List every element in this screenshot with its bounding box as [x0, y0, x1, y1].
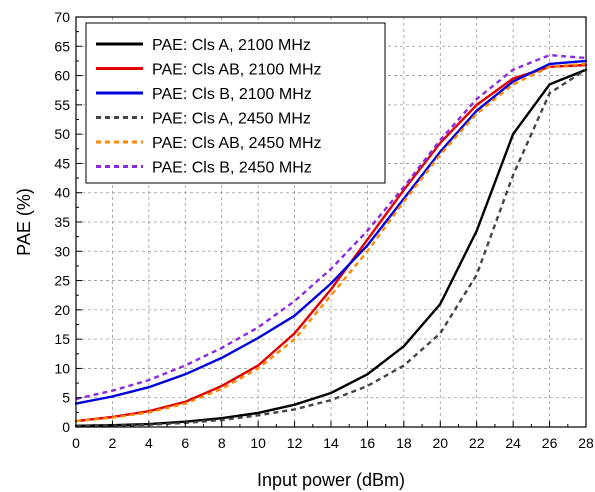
- y-tick-label: 70: [54, 9, 70, 25]
- x-tick-label: 20: [432, 435, 448, 451]
- series-line-6: [75, 53, 587, 401]
- legend-box: [85, 22, 386, 184]
- x-tick-label: 28: [578, 435, 594, 451]
- x-tick-label: 4: [145, 435, 153, 451]
- y-tick-label: 60: [54, 68, 70, 84]
- series-line-3: [74, 59, 588, 405]
- x-tick-label: 14: [323, 435, 339, 451]
- x-tick-label: 8: [218, 435, 226, 451]
- y-tick-label: 0: [62, 419, 70, 435]
- y-tick-label: 30: [54, 243, 70, 259]
- series-line-5: [75, 62, 587, 423]
- legend-label: PAE: Cls A, 2100 MHz: [152, 37, 311, 54]
- legend-label: PAE: Cls AB, 2450 MHz: [152, 135, 322, 152]
- legend-label: PAE: Cls AB, 2100 MHz: [152, 62, 322, 79]
- y-tick-label: 15: [54, 331, 70, 347]
- x-tick-label: 26: [542, 435, 558, 451]
- legend-label: PAE: Cls A, 2450 MHz: [152, 111, 311, 128]
- y-tick-label: 5: [62, 390, 70, 406]
- y-tick-label: 10: [54, 360, 70, 376]
- y-tick-label: 40: [54, 185, 70, 201]
- x-tick-label: 22: [469, 435, 485, 451]
- x-tick-label: 24: [505, 435, 521, 451]
- x-tick-label: 10: [250, 435, 266, 451]
- x-tick-label: 18: [396, 435, 412, 451]
- x-tick-label: 12: [287, 435, 303, 451]
- x-tick-label: 6: [181, 435, 189, 451]
- x-tick-label: 2: [109, 435, 117, 451]
- legend-label: PAE: Cls B, 2450 MHz: [152, 160, 312, 177]
- y-axis-title: PAE (%): [14, 188, 34, 256]
- x-tick-label: 0: [72, 435, 80, 451]
- y-tick-label: 65: [54, 38, 70, 54]
- series-line-4: [75, 68, 587, 428]
- y-tick-label: 25: [54, 273, 70, 289]
- y-tick-label: 45: [54, 155, 70, 171]
- legend-label: PAE: Cls B, 2100 MHz: [152, 86, 312, 103]
- y-tick-label: 55: [54, 97, 70, 113]
- y-tick-label: 50: [54, 126, 70, 142]
- legend: PAE: Cls A, 2100 MHz PAE: Cls AB, 2100 MH…: [85, 22, 386, 184]
- tick-labels: 0 2 4 6 8 10 12 14 16 18 20 22 24 26 28051015202530354…: [54, 9, 594, 451]
- series-line-2: [74, 63, 588, 423]
- y-tick-label: 20: [54, 302, 70, 318]
- axis-ticks: [75, 16, 587, 428]
- series-group: [74, 53, 588, 428]
- y-tick-label: 35: [54, 214, 70, 230]
- x-tick-label: 16: [360, 435, 376, 451]
- x-axis-title: Input power (dBm): [257, 470, 405, 490]
